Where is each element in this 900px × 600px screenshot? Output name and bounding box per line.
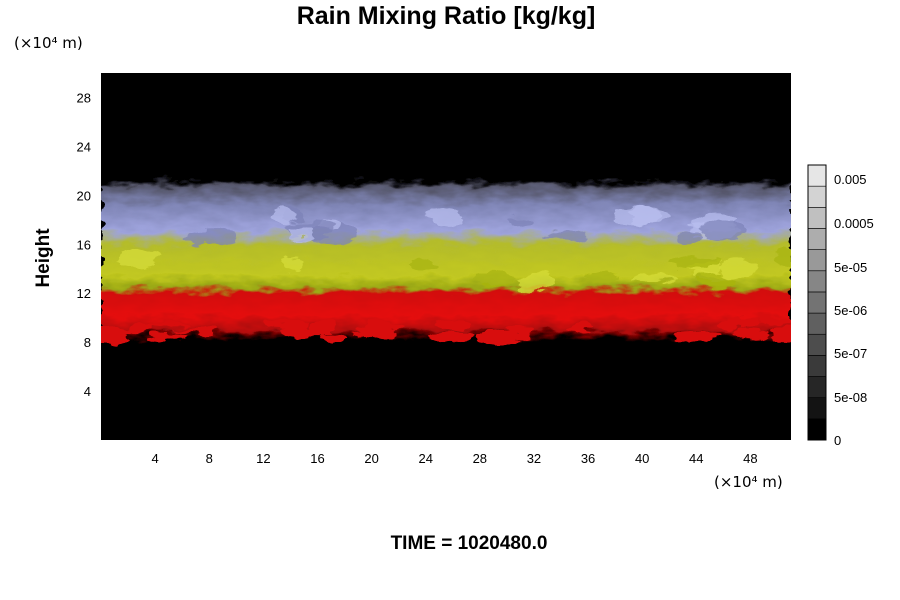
cloud-blob: [628, 207, 661, 225]
rain-blob: [283, 326, 310, 339]
y-tick-label: 12: [77, 286, 91, 301]
y-tick-label: 20: [77, 188, 91, 203]
colorbar-level: [807, 228, 827, 250]
band-blob: [582, 271, 620, 284]
colorbar-level: [807, 164, 827, 187]
rain-blob: [755, 317, 791, 325]
y-axis-unit: (×10⁴ m): [14, 34, 83, 52]
colorbar-label: 5e-08: [834, 390, 867, 405]
colorbar-label: 5e-07: [834, 346, 867, 361]
rain-blob: [431, 331, 477, 341]
band-blob: [631, 273, 676, 282]
y-axis: 4 8 12 16 20 24 28: [77, 90, 91, 399]
colorbar-level: [807, 185, 827, 208]
y-tick-label: 4: [84, 384, 91, 399]
cloud-blob: [428, 207, 465, 226]
y-tick-label: 8: [84, 335, 91, 350]
x-tick-label: 8: [206, 451, 213, 466]
colorbar: 0.005 0.0005 5e-05 5e-06 5e-07 5e-08 0: [807, 164, 874, 448]
rain-blob: [176, 327, 216, 335]
x-tick-label: 48: [743, 451, 757, 466]
x-tick-label: 40: [635, 451, 649, 466]
rain-blob: [144, 320, 191, 327]
band-blob: [116, 248, 160, 267]
rain-blob: [733, 327, 770, 339]
cloud-blob: [185, 228, 238, 247]
band-blob: [775, 250, 791, 268]
colorbar-level: [807, 355, 827, 377]
x-tick-label: 44: [689, 451, 703, 466]
plot-area: [101, 73, 791, 440]
x-tick-label: 20: [364, 451, 378, 466]
data-blobs: [101, 205, 791, 345]
rain-blob: [150, 333, 185, 341]
rain-blob: [101, 325, 132, 337]
band-blob: [475, 271, 514, 288]
band-blob: [670, 256, 720, 270]
band-blob: [720, 260, 757, 277]
y-tick-label: 24: [77, 139, 91, 154]
colorbar-label: 5e-05: [834, 260, 867, 275]
colorbar-label: 0.005: [834, 172, 867, 187]
x-tick-label: 4: [152, 451, 159, 466]
x-axis: 4 8 12 16 20 24 28 32 36 40 44 48: [152, 451, 758, 466]
cloud-blob: [675, 231, 701, 245]
rain-blob: [357, 319, 403, 336]
x-tick-label: 16: [310, 451, 324, 466]
time-annotation: TIME = 1020480.0: [391, 533, 548, 554]
chart-title: Rain Mixing Ratio [kg/kg]: [297, 2, 596, 30]
colorbar-label: 0: [834, 433, 841, 448]
rain-blob: [322, 335, 348, 343]
cloud-blob: [290, 227, 315, 240]
rain-blob: [504, 323, 533, 336]
y-tick-label: 16: [77, 237, 91, 252]
band-blob: [699, 273, 735, 290]
rain-blob: [261, 320, 310, 328]
x-tick-label: 32: [527, 451, 541, 466]
x-tick-label: 24: [418, 451, 432, 466]
data-field: [101, 73, 791, 440]
cloud-blob: [507, 216, 531, 227]
colorbar-level: [807, 207, 827, 229]
colorbar-level: [807, 312, 827, 335]
cloud-blob: [699, 222, 747, 240]
rain-blob: [568, 324, 593, 333]
cloud-blob: [270, 205, 293, 227]
band-blob: [409, 258, 440, 270]
colorbar-level: [807, 249, 827, 272]
x-tick-label: 28: [473, 451, 487, 466]
rain-blob: [477, 332, 518, 345]
colorbar-level: [807, 397, 827, 420]
cloud-blob: [542, 231, 589, 241]
colorbar-frame: [807, 164, 827, 441]
y-axis-label: Height: [33, 228, 54, 288]
x-tick-label: 36: [581, 451, 595, 466]
x-axis-unit: (×10⁴ m): [714, 473, 783, 491]
band-blob: [517, 272, 556, 292]
colorbar-level: [807, 376, 827, 398]
x-tick-label: 12: [256, 451, 270, 466]
colorbar-level: [807, 270, 827, 293]
colorbar-level: [807, 418, 827, 441]
rain-blob: [772, 327, 791, 341]
rain-blob: [129, 322, 152, 335]
colorbar-label: 5e-06: [834, 303, 867, 318]
band-blob: [281, 256, 304, 273]
colorbar-label: 0.0005: [834, 216, 874, 231]
rain-blob: [724, 318, 752, 326]
rain-blob: [674, 331, 721, 340]
colorbar-level: [807, 291, 827, 314]
rain-blob: [434, 321, 473, 330]
y-tick-label: 28: [77, 90, 91, 105]
colorbar-level: [807, 333, 827, 356]
